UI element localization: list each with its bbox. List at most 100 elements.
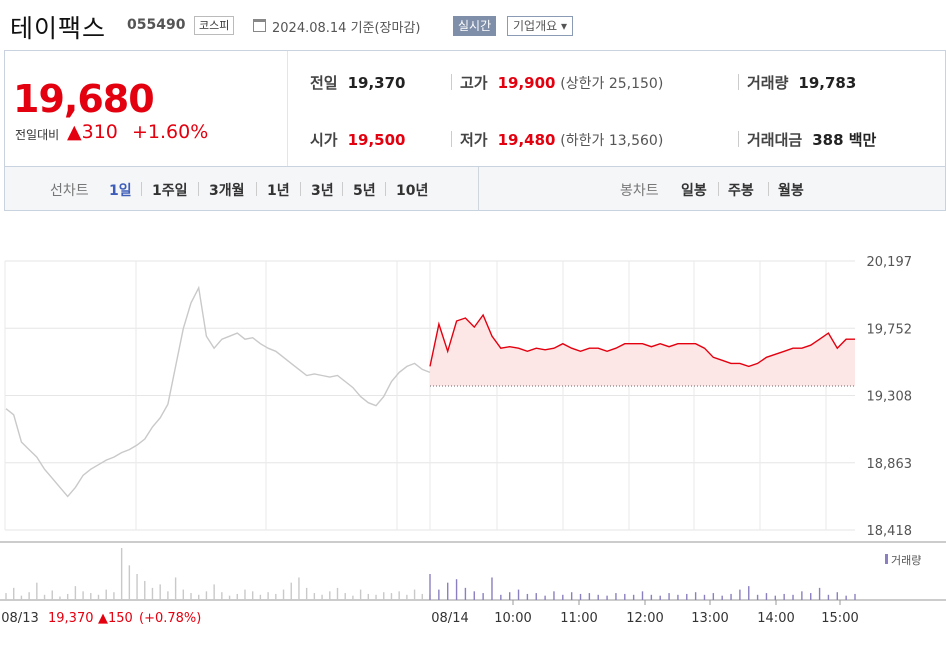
volume-bar-today <box>774 595 777 600</box>
volume-bar-today <box>827 594 830 600</box>
amount-label: 거래대금 <box>747 131 803 149</box>
volume-bar-today <box>801 591 803 600</box>
volume-bar-today <box>473 591 475 600</box>
volume-bar-today <box>694 592 697 600</box>
volume-bar-today <box>535 593 537 600</box>
open-price: 시가 19,500 <box>310 129 406 150</box>
divider <box>342 182 343 196</box>
volume-legend-label: 거래량 <box>891 554 921 567</box>
volume-bar-prev <box>120 548 123 600</box>
high-label: 고가 <box>460 74 488 92</box>
prev-day-change-pct: (+0.78%) <box>139 611 201 626</box>
volume-bar-prev <box>282 589 285 600</box>
volume-bar-prev <box>198 594 200 600</box>
volume-bar-today <box>748 586 750 600</box>
volume-bar-prev <box>298 577 300 600</box>
tab-3y[interactable]: 3년 <box>311 183 334 199</box>
volume-bar-today <box>677 594 679 600</box>
low-price: 저가 19,480 (하한가 13,560) <box>460 129 663 150</box>
volume-label: 거래량 <box>747 74 789 92</box>
tab-5y[interactable]: 5년 <box>353 183 376 199</box>
volume-bar-today <box>792 594 794 600</box>
divider <box>738 74 739 90</box>
volume-bar-today <box>429 574 431 600</box>
upper-limit: (상한가 25,150) <box>560 76 664 92</box>
volume-bar-prev <box>182 589 185 600</box>
volume-bar-prev <box>205 591 208 600</box>
tab-1d[interactable]: 1일 <box>109 183 132 199</box>
price-summary: 19,680 전일대비 ▲310 +1.60% 전일 19,370 고가 19,90… <box>4 50 946 167</box>
volume-bar-prev <box>36 582 38 600</box>
company-overview-dropdown[interactable]: 기업개요 ▾ <box>507 16 573 36</box>
divider <box>256 182 257 196</box>
volume-bar-prev <box>159 584 161 600</box>
tab-3m[interactable]: 3개월 <box>209 183 245 199</box>
volume-bar-prev <box>97 594 100 600</box>
volume-value: 19,783 <box>798 74 857 92</box>
today-area-fill <box>430 315 855 387</box>
volume-bar-prev <box>128 565 131 600</box>
volume-bar-prev <box>174 577 177 600</box>
volume-bar-prev <box>59 596 61 600</box>
x-tick-label: 08/14 <box>431 611 468 626</box>
divider <box>198 182 199 196</box>
volume-bar-prev <box>43 594 46 600</box>
volume-bar-today <box>845 595 847 600</box>
market-badge: 코스피 <box>194 16 235 35</box>
volume-bar-prev <box>244 589 246 600</box>
high-value: 19,900 <box>497 74 556 92</box>
y-tick-label: 19,752 <box>867 322 913 337</box>
x-tick-label: 08/13 <box>1 611 38 626</box>
volume-bar-today <box>562 594 564 600</box>
volume-bar-prev <box>329 591 331 600</box>
y-tick-label: 19,308 <box>867 390 913 405</box>
open-label: 시가 <box>310 131 338 149</box>
volume-bar-today <box>854 593 856 600</box>
tab-monthly[interactable]: 월봉 <box>778 183 804 199</box>
today-line <box>429 313 855 368</box>
volume-bar-today <box>482 593 484 600</box>
tab-1y[interactable]: 1년 <box>267 183 290 199</box>
volume-bar-prev <box>113 592 115 600</box>
volume-bar-prev <box>51 590 53 600</box>
volume-bar-today <box>553 591 555 600</box>
volume-bar-today <box>615 593 617 600</box>
lower-limit: (하한가 13,560) <box>560 133 664 149</box>
x-tick-label: 14:00 <box>757 611 794 626</box>
volume-bar-today <box>810 593 812 600</box>
volume-bar-prev <box>305 587 308 600</box>
realtime-button[interactable]: 실시간 <box>453 16 497 36</box>
calendar-icon <box>253 19 266 32</box>
volume-bar-today <box>818 587 821 600</box>
volume-summary: 거래량 19,783 <box>747 72 856 93</box>
divider <box>768 182 769 196</box>
divider <box>287 51 288 167</box>
volume-bar-today <box>765 593 768 600</box>
stock-header: 테이팩스 055490 코스피 2024.08.14 기준(장마감) 실시간 기… <box>0 0 946 50</box>
volume-bar-today <box>756 594 759 600</box>
divider <box>385 182 386 196</box>
volume-bar-today <box>606 595 608 600</box>
volume-bar-today <box>544 595 546 600</box>
tab-1w[interactable]: 1주일 <box>152 183 188 199</box>
stock-name: 테이팩스 <box>10 14 107 43</box>
volume-bar-prev <box>66 593 69 600</box>
volume-bar-prev <box>336 587 339 600</box>
volume-bar-today <box>624 593 626 600</box>
volume-bar-prev <box>290 582 292 600</box>
volume-bar-prev <box>251 591 254 600</box>
tab-weekly[interactable]: 주봉 <box>728 183 754 199</box>
volume-bar-prev <box>421 593 423 600</box>
prev-close-label: 전일 <box>310 74 338 92</box>
volume-bar-prev <box>82 591 84 600</box>
candle-chart-label: 봉차트 <box>620 183 659 199</box>
tab-10y[interactable]: 10년 <box>396 183 429 199</box>
volume-bar-today <box>517 589 520 600</box>
volume-bar-today <box>455 579 458 600</box>
volume-bar-prev <box>5 593 7 600</box>
tab-daily[interactable]: 일봉 <box>681 183 707 199</box>
volume-bar-prev <box>259 594 262 600</box>
prev-day-close: 19,370 <box>48 611 94 626</box>
volume-bar-prev <box>313 593 316 600</box>
volume-bar-prev <box>352 595 354 600</box>
